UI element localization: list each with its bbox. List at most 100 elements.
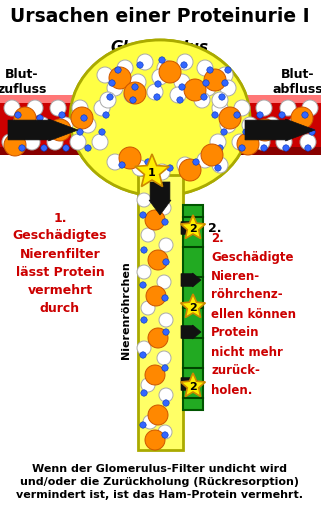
Circle shape [115, 67, 121, 73]
Circle shape [107, 94, 113, 100]
Circle shape [157, 351, 171, 365]
Circle shape [174, 74, 190, 90]
Circle shape [132, 160, 148, 176]
Circle shape [193, 159, 199, 165]
Circle shape [162, 219, 168, 225]
Polygon shape [181, 273, 201, 287]
Circle shape [107, 154, 123, 170]
Circle shape [4, 134, 26, 156]
Circle shape [145, 365, 165, 385]
Circle shape [141, 247, 147, 253]
Circle shape [243, 129, 249, 135]
Circle shape [254, 119, 276, 141]
Circle shape [212, 92, 228, 108]
Text: zurück-: zurück- [211, 364, 260, 378]
Circle shape [287, 129, 293, 135]
Text: 2: 2 [189, 224, 197, 234]
Circle shape [130, 74, 146, 90]
Polygon shape [135, 154, 169, 186]
Circle shape [159, 313, 173, 327]
Circle shape [137, 265, 151, 279]
Circle shape [57, 117, 73, 133]
Circle shape [220, 80, 236, 96]
Text: Glomerulus: Glomerulus [111, 40, 209, 54]
Circle shape [210, 134, 226, 150]
Circle shape [291, 107, 313, 129]
Polygon shape [149, 182, 171, 215]
Circle shape [232, 134, 248, 150]
Circle shape [256, 100, 272, 116]
Circle shape [11, 129, 17, 135]
Circle shape [157, 60, 173, 76]
Circle shape [140, 282, 146, 288]
Text: Nieren-: Nieren- [211, 269, 260, 282]
Circle shape [163, 400, 169, 406]
Circle shape [145, 430, 165, 450]
Circle shape [85, 145, 91, 151]
Text: nicht mehr: nicht mehr [211, 345, 283, 359]
Circle shape [242, 117, 258, 133]
Circle shape [155, 81, 161, 87]
Circle shape [234, 100, 250, 116]
Circle shape [283, 145, 289, 151]
Circle shape [212, 100, 228, 116]
Polygon shape [8, 119, 78, 141]
Circle shape [179, 159, 201, 181]
Circle shape [33, 129, 39, 135]
Circle shape [225, 67, 231, 73]
Bar [0, 147, 321, 155]
Circle shape [119, 147, 141, 169]
Text: röhrchenz-: röhrchenz- [211, 288, 282, 301]
Circle shape [137, 54, 153, 70]
Text: 1.: 1. [53, 212, 67, 224]
Circle shape [50, 100, 66, 116]
Circle shape [217, 145, 223, 151]
Circle shape [109, 80, 115, 86]
Circle shape [148, 250, 168, 270]
Circle shape [203, 80, 209, 86]
Text: Geschädigte: Geschädigte [211, 250, 293, 263]
Circle shape [152, 69, 168, 85]
Text: 2: 2 [189, 303, 197, 313]
Circle shape [181, 62, 187, 68]
Circle shape [212, 112, 218, 118]
Circle shape [137, 62, 143, 68]
Circle shape [204, 69, 226, 91]
Circle shape [70, 134, 86, 150]
Circle shape [24, 134, 40, 150]
Circle shape [94, 100, 110, 116]
Bar [0, 95, 321, 155]
Circle shape [124, 87, 140, 103]
Circle shape [109, 67, 131, 89]
Text: Wenn der Glomerulus-Filter undicht wird
und/oder die Zurückholung (Rückresorptio: Wenn der Glomerulus-Filter undicht wird … [16, 464, 303, 500]
Circle shape [154, 164, 170, 180]
Circle shape [130, 97, 136, 103]
Circle shape [162, 365, 168, 371]
Circle shape [2, 134, 18, 150]
Circle shape [15, 112, 21, 118]
Circle shape [71, 107, 93, 129]
Circle shape [167, 165, 173, 171]
Circle shape [140, 352, 146, 358]
Circle shape [103, 112, 109, 118]
Circle shape [141, 378, 155, 392]
Circle shape [220, 117, 236, 133]
Circle shape [197, 60, 213, 76]
Circle shape [212, 157, 228, 173]
Circle shape [177, 157, 193, 173]
Text: Protein: Protein [211, 326, 259, 340]
Text: holen.: holen. [211, 383, 252, 397]
Polygon shape [181, 373, 205, 397]
Circle shape [264, 117, 280, 133]
Circle shape [300, 134, 316, 150]
Circle shape [279, 112, 285, 118]
Text: vermehrt: vermehrt [27, 284, 92, 297]
Circle shape [201, 144, 223, 166]
Polygon shape [181, 377, 201, 391]
Circle shape [237, 133, 259, 155]
Circle shape [219, 107, 241, 129]
Circle shape [154, 94, 160, 100]
Circle shape [302, 112, 308, 118]
Circle shape [117, 60, 133, 76]
Text: Blut-
zufluss: Blut- zufluss [0, 68, 47, 96]
